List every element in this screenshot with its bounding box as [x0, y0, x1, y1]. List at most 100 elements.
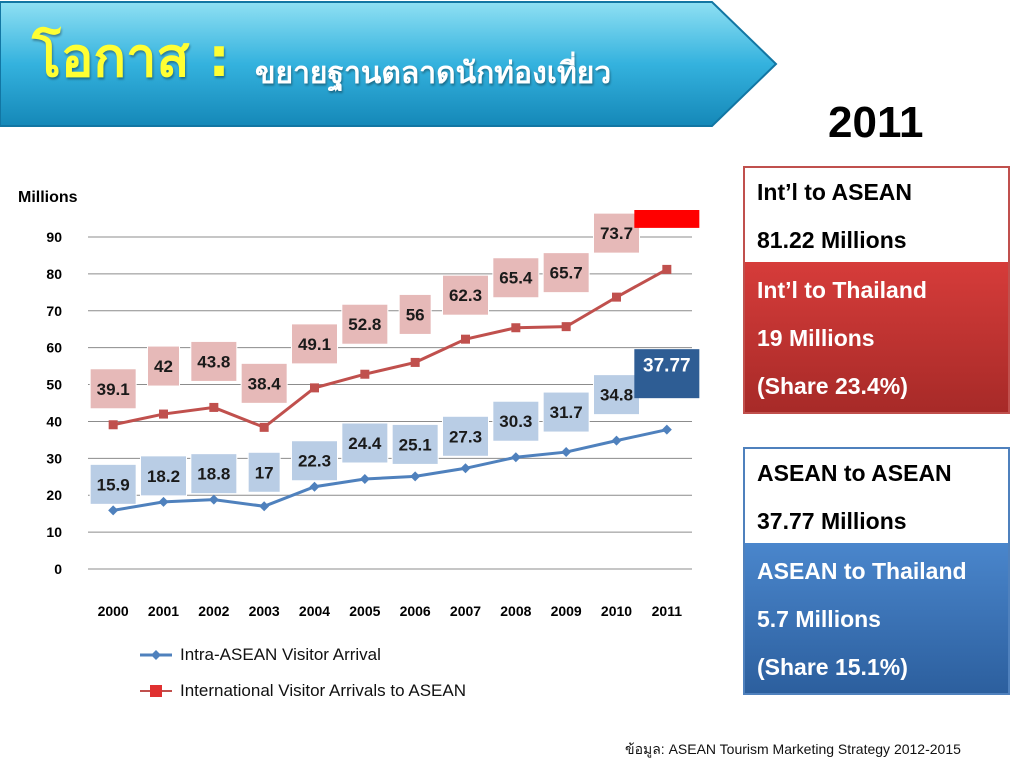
data-label-box [442, 415, 489, 457]
data-point [359, 473, 370, 484]
asean-to-thailand-value: 5.7 Millions [757, 606, 881, 632]
line-chart: 0 10 20 30 40 50 60 70 80 90 2000 2001 2002 2003 2004 2… [46, 210, 700, 619]
data-label-box [247, 451, 281, 493]
data-label: 24.4 [348, 434, 382, 453]
x-tick-label: 2000 [98, 603, 129, 619]
x-tick-label: 2004 [299, 603, 330, 619]
data-point [662, 264, 672, 274]
data-label: 34.8 [600, 386, 633, 405]
y-tick-label: 40 [46, 413, 62, 429]
data-label-box [398, 293, 432, 335]
data-label-box [291, 323, 338, 365]
banner-title: โอกาส : [32, 26, 230, 89]
data-point [410, 471, 421, 482]
data-point [108, 420, 118, 430]
data-label: 27.3 [449, 427, 482, 446]
data-label: 18.8 [197, 465, 230, 484]
legend-label: Intra-ASEAN Visitor Arrival [180, 645, 381, 664]
source-note: ข้อมูล: ASEAN Tourism Marketing Strategy… [625, 741, 961, 757]
data-label: 49.1 [298, 335, 331, 354]
data-label: 39.1 [97, 380, 130, 399]
x-tick-label: 2001 [148, 603, 179, 619]
data-label: 65.7 [550, 264, 583, 283]
x-tick-label: 2005 [349, 603, 380, 619]
data-label: 22.3 [298, 452, 331, 471]
asean-to-asean-value: 37.77 Millions [757, 508, 907, 534]
y-tick-label: 80 [46, 266, 62, 282]
intl-to-thailand-box: Int’l to Thailand 19 Millions (Share 23.… [743, 262, 1010, 414]
intl-to-asean-box: Int’l to ASEAN 81.22 Millions [743, 166, 1010, 262]
series-line-0 [112, 428, 668, 512]
data-label-box [190, 453, 238, 495]
data-point [461, 334, 470, 344]
year-label: 2011 [828, 98, 924, 147]
data-point [158, 496, 169, 507]
data-point [309, 481, 320, 492]
data-label-box [341, 422, 389, 464]
y-tick-label: 0 [54, 561, 62, 577]
data-label-box [634, 210, 700, 228]
data-label: 30.3 [499, 412, 532, 431]
x-tick-label: 2003 [249, 603, 280, 619]
x-tick-label: 2011 [652, 603, 683, 619]
data-label-box [147, 345, 180, 387]
data-label: 31.7 [550, 403, 583, 422]
data-label-box [492, 257, 540, 299]
data-point [159, 409, 168, 419]
asean-to-thailand-box: ASEAN to Thailand 5.7 Millions (Share 15… [743, 543, 1010, 695]
data-label-box [291, 440, 338, 482]
intl-to-asean-value: 81.22 Millions [757, 227, 907, 253]
x-tick-label: 2010 [601, 603, 632, 619]
y-tick-label: 30 [46, 450, 62, 466]
data-label: 38.4 [248, 374, 282, 393]
asean-to-asean-box: ASEAN to ASEAN 37.77 Millions [743, 447, 1010, 543]
intl-to-thailand-share: (Share 23.4%) [757, 373, 908, 399]
data-label: 15.9 [97, 475, 130, 494]
data-point [510, 452, 521, 463]
x-tick-label: 2002 [198, 603, 229, 619]
data-label: 25.1 [399, 435, 432, 454]
y-tick-label: 90 [46, 229, 62, 245]
data-label-box [240, 362, 288, 404]
data-point [310, 383, 319, 393]
data-label: 42 [154, 357, 173, 376]
data-point [208, 494, 219, 505]
intl-to-thailand-label: Int’l to Thailand [757, 277, 927, 303]
data-label: 56 [406, 305, 425, 324]
asean-to-asean-label: ASEAN to ASEAN [757, 460, 952, 486]
intl-to-thailand-value: 19 Millions [757, 325, 875, 351]
data-label-box [492, 400, 540, 442]
data-point [108, 505, 119, 516]
data-label: 17 [255, 463, 274, 482]
x-tick-label: 2008 [500, 603, 531, 619]
data-point [661, 424, 672, 435]
title-banner: โอกาส : ขยายฐานตลาดนักท่องเที่ยว [0, 0, 780, 128]
y-tick-label: 10 [46, 524, 62, 540]
data-label: 73.7 [600, 224, 633, 243]
data-label: 37.77 [643, 356, 691, 377]
data-label-box [140, 455, 187, 497]
data-point [259, 422, 269, 432]
data-label-box [89, 463, 137, 505]
legend-marker-diamond-icon [140, 650, 172, 660]
data-label-box [593, 212, 640, 254]
x-tick-label: 2006 [400, 603, 431, 619]
banner-subtitle: ขยายฐานตลาดนักท่องเที่ยว [255, 56, 612, 91]
y-tick-label: 20 [46, 487, 62, 503]
series-line-1 [112, 268, 668, 430]
data-label-box [542, 252, 590, 294]
data-point [561, 322, 571, 332]
y-axis-unit-label: Millions [18, 189, 78, 206]
data-point [611, 435, 622, 446]
legend-marker-square-icon [140, 685, 172, 697]
x-tick-label: 2009 [551, 603, 582, 619]
asean-to-thailand-label: ASEAN to Thailand [757, 558, 967, 584]
y-tick-label: 50 [46, 377, 62, 393]
data-label-box [634, 349, 700, 399]
data-point [612, 292, 621, 302]
data-point [561, 447, 572, 458]
y-tick-label: 70 [46, 303, 62, 319]
data-point [410, 357, 420, 367]
data-label-box [89, 368, 137, 410]
data-point [460, 463, 471, 474]
